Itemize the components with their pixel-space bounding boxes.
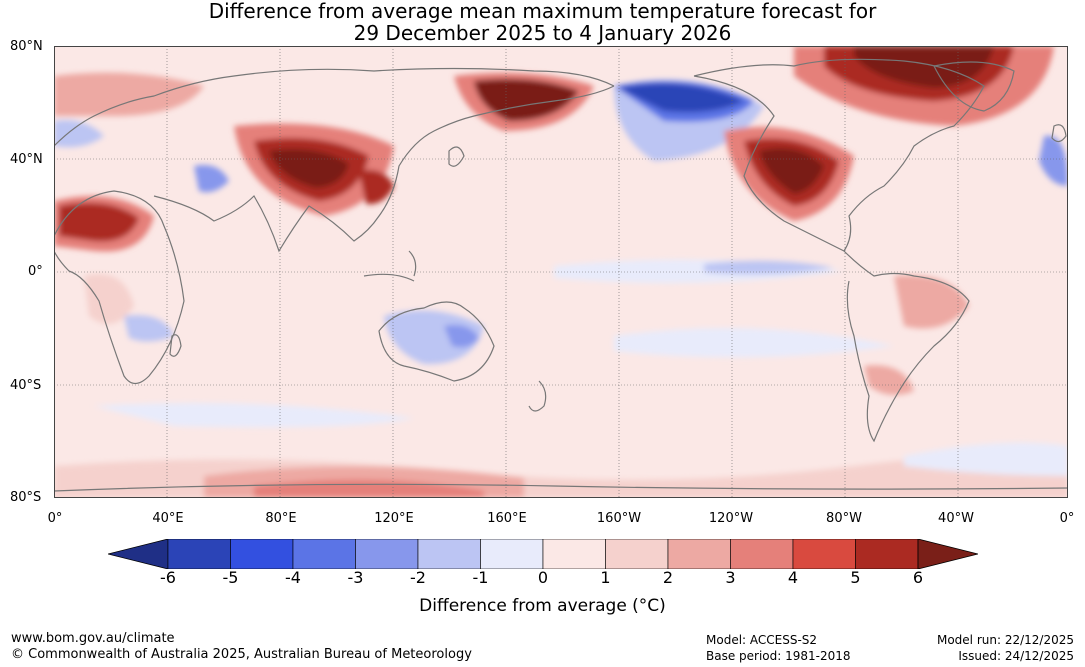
colorbar-tick-label: 1	[600, 568, 611, 587]
colorbar-segment	[355, 538, 419, 570]
lon-label-120w: 120°W	[708, 511, 754, 526]
lat-label-80n: 80°N	[10, 39, 43, 54]
colorbar-tick-label: 3	[725, 568, 736, 587]
colorbar-segment	[292, 538, 356, 570]
colorbar-extend-high	[917, 538, 979, 570]
colorbar-segment	[667, 538, 731, 570]
lon-label-0-right: 0°	[1059, 511, 1075, 526]
colorbar-label: Difference from average (°C)	[419, 596, 666, 616]
lon-label-0-left: 0°	[47, 511, 63, 526]
lon-label-160w: 160°W	[596, 511, 642, 526]
lon-label-160e: 160°E	[487, 511, 527, 526]
coastlines	[54, 58, 1068, 492]
lon-label-80e: 80°E	[265, 511, 297, 526]
colorbar-segment	[480, 538, 544, 570]
footer-website[interactable]: www.bom.gov.au/climate	[11, 631, 175, 646]
colorbar-tick-label: -3	[347, 568, 364, 587]
lon-label-40e: 40°E	[152, 511, 184, 526]
colorbar-svg	[107, 538, 979, 570]
lat-label-40n: 40°N	[10, 152, 43, 167]
colorbar-tick-label: -6	[160, 568, 176, 587]
colorbar-segment	[417, 538, 481, 570]
colorbar-tick-label: -2	[410, 568, 426, 587]
footer-model: Model: ACCESS-S2	[706, 633, 818, 647]
colorbar-tick-label: -4	[285, 568, 301, 587]
colorbar-tick-label: 0	[537, 568, 549, 587]
footer-model-run: Model run: 22/12/2025	[936, 633, 1074, 647]
footer-copyright: © Commonwealth of Australia 2025, Austra…	[11, 647, 472, 662]
lat-label-80s: 80°S	[10, 490, 42, 505]
colorbar-segment	[730, 538, 794, 570]
anomaly-shading	[54, 46, 1068, 498]
anomaly-map-svg	[54, 46, 1068, 498]
colorbar-tick-label: -5	[222, 568, 239, 587]
colorbar-tick-label: 4	[787, 568, 799, 587]
colorbar-segment	[605, 538, 669, 570]
colorbar	[107, 538, 979, 570]
colorbar-tick-label: 5	[850, 568, 861, 587]
lat-label-40s: 40°S	[10, 378, 42, 393]
chart-title-line2: 29 December 2025 to 4 January 2026	[353, 21, 732, 45]
colorbar-segment	[792, 538, 856, 570]
colorbar-segment	[167, 538, 231, 570]
colorbar-tick-label: -1	[472, 568, 489, 587]
colorbar-tick-label: 2	[662, 568, 674, 587]
lon-label-40w: 40°W	[938, 511, 974, 526]
colorbar-extend-low	[107, 538, 169, 570]
colorbar-segment	[855, 538, 919, 570]
map-frame	[54, 46, 1068, 498]
colorbar-segment	[542, 538, 606, 570]
footer-issued: Issued: 24/12/2025	[958, 649, 1074, 663]
colorbar-segment	[230, 538, 294, 570]
colorbar-tick-label: 6	[912, 568, 924, 587]
lon-label-120e: 120°E	[374, 511, 414, 526]
lat-label-equator: 0°	[28, 264, 43, 279]
chart-title-line1: Difference from average mean maximum tem…	[208, 0, 877, 23]
anomaly-map	[54, 46, 1068, 498]
footer-base-period: Base period: 1981-2018	[706, 649, 851, 663]
lon-label-80w: 80°W	[826, 511, 862, 526]
